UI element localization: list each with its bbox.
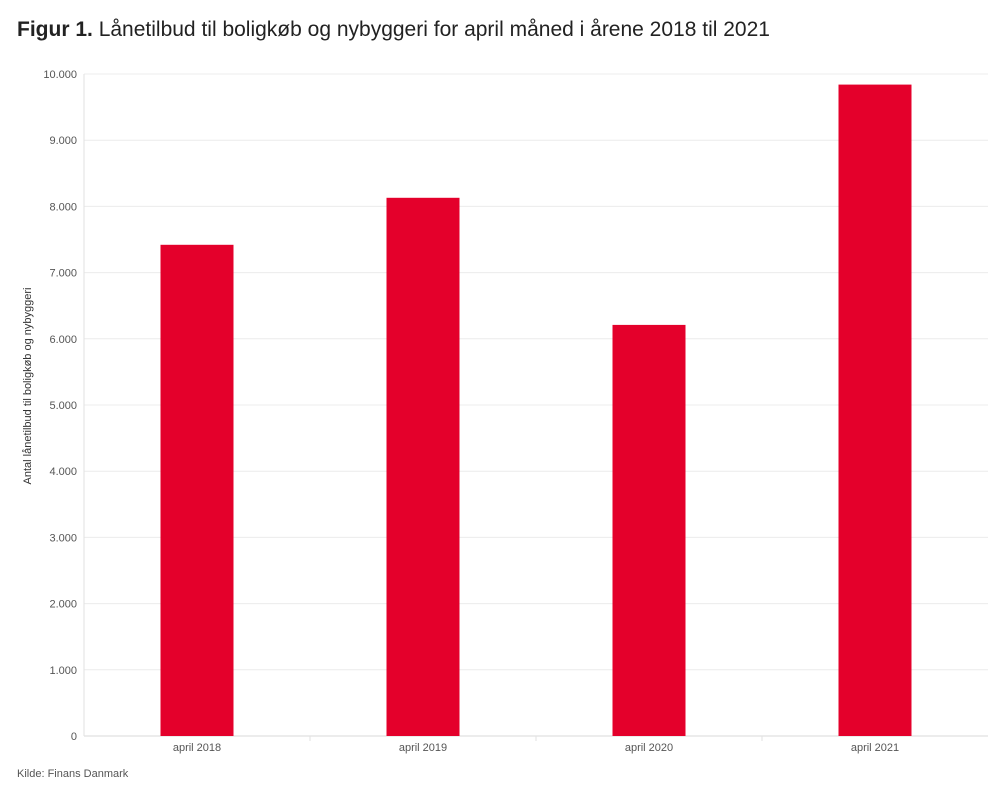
y-tick-label: 0	[71, 731, 77, 743]
x-tick-label: april 2021	[851, 742, 899, 754]
chart-title: Figur 1. Lånetilbud til boligkøb og nyby…	[17, 18, 770, 42]
bar	[612, 324, 686, 736]
y-tick-label: 10.000	[43, 69, 77, 81]
x-tick-label: april 2018	[173, 742, 221, 754]
y-axis-label: Antal lånetilbud til boligkøb og nybygge…	[22, 288, 34, 485]
y-tick-label: 3.000	[49, 532, 77, 544]
y-tick-label: 2.000	[49, 599, 77, 611]
y-tick-label: 9.000	[49, 135, 77, 147]
bar	[160, 244, 234, 736]
bar	[386, 197, 460, 736]
source-note: Kilde: Finans Danmark	[17, 768, 129, 780]
bars	[160, 84, 912, 737]
x-axis-tick-labels: april 2018 april 2019 april 2020 april 2021	[173, 742, 899, 754]
x-tick-label: april 2020	[625, 742, 673, 754]
y-axis-tick-labels: 0 1.000 2.000 3.000 4.000 5.000 6.000 7.000 8.00…	[43, 69, 77, 743]
y-tick-label: 4.000	[49, 466, 77, 478]
y-tick-label: 8.000	[49, 201, 77, 213]
y-tick-label: 5.000	[49, 400, 77, 412]
y-tick-label: 6.000	[49, 334, 77, 346]
bar	[838, 84, 912, 737]
figure-caption: Lånetilbud til boligkøb og nybyggeri for…	[98, 18, 770, 41]
gridlines	[83, 73, 988, 741]
figure-number: Figur 1.	[17, 18, 93, 41]
y-tick-label: 7.000	[49, 268, 77, 280]
x-tick-label: april 2019	[399, 742, 447, 754]
y-tick-label: 1.000	[49, 665, 77, 677]
